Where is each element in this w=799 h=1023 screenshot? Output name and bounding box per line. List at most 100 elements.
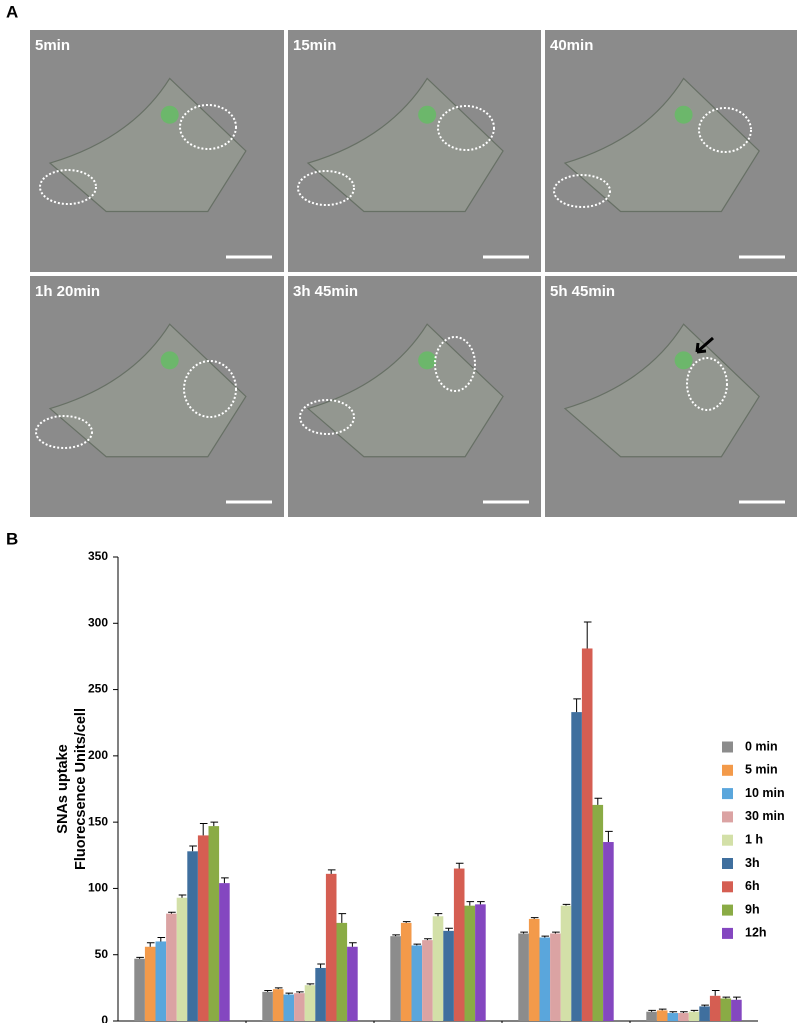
legend-swatch	[722, 741, 733, 753]
legend-label: 6h	[745, 879, 760, 893]
bar	[667, 1013, 679, 1021]
bar	[347, 946, 358, 1021]
tile-label: 1h 20min	[35, 283, 100, 300]
error-bar	[199, 822, 208, 836]
error-bar	[594, 797, 603, 805]
bar	[432, 916, 444, 1021]
bar	[272, 989, 284, 1021]
nucleus-outline	[437, 105, 495, 151]
cell-outline	[48, 77, 247, 213]
bar	[443, 930, 454, 1021]
legend-swatch	[722, 764, 733, 776]
bar	[688, 1011, 700, 1021]
legend-swatch	[722, 858, 733, 869]
error-bar	[445, 927, 453, 931]
nucleus-outline	[179, 104, 237, 150]
bar	[678, 1013, 689, 1021]
error-bar	[178, 894, 187, 898]
bar	[646, 1011, 657, 1021]
error-bar	[530, 917, 539, 919]
bar	[166, 913, 177, 1021]
bar	[560, 905, 572, 1021]
bar	[528, 918, 540, 1021]
tile-label: 5min	[35, 37, 70, 54]
bar	[400, 922, 412, 1021]
bar	[550, 933, 561, 1021]
error-bar	[648, 1009, 656, 1012]
error-bar	[285, 992, 294, 995]
nucleus-outline	[434, 336, 476, 392]
error-bar	[434, 913, 443, 917]
y-tick-label: 50	[95, 947, 109, 961]
error-bar	[210, 821, 219, 827]
legend-label: 12h	[745, 926, 767, 940]
green-signal	[418, 351, 437, 370]
error-bar	[338, 913, 347, 923]
error-bar	[701, 1004, 709, 1007]
tile-label: 40min	[550, 37, 593, 54]
y-tick-label: 200	[88, 748, 108, 762]
nucleus-outline	[299, 399, 355, 435]
bar	[539, 937, 551, 1021]
legend-swatch	[722, 811, 733, 823]
bar	[197, 835, 209, 1021]
error-bar	[413, 943, 422, 946]
green-signal	[674, 105, 693, 124]
error-bar	[306, 983, 315, 986]
error-bar	[402, 921, 411, 923]
bar	[699, 1006, 710, 1021]
legend-label: 5 min	[745, 763, 778, 777]
legend-swatch	[722, 904, 733, 916]
bar	[422, 940, 433, 1021]
bar	[720, 998, 732, 1021]
nucleus-outline	[183, 360, 237, 418]
bar	[134, 958, 145, 1021]
error-bar	[583, 621, 592, 649]
bar	[176, 897, 188, 1021]
legend-label: 1 h	[745, 832, 763, 846]
error-bar	[658, 1008, 667, 1011]
tile-label: 3h 45min	[293, 283, 358, 300]
bar	[294, 993, 305, 1021]
error-bar	[168, 911, 176, 914]
legend-swatch	[722, 881, 733, 893]
error-bar	[317, 963, 325, 968]
bar	[581, 648, 593, 1021]
error-bar	[562, 903, 571, 906]
error-bar	[477, 901, 485, 905]
bar	[283, 994, 295, 1021]
bar	[315, 967, 326, 1021]
bar	[262, 991, 273, 1021]
tile-label: 5h 45min	[550, 283, 615, 300]
error-bar	[466, 901, 475, 906]
bar	[475, 904, 486, 1021]
error-bar	[541, 935, 550, 938]
nucleus-outline	[297, 170, 355, 206]
y-tick-label: 0	[101, 1013, 108, 1023]
error-bar	[424, 938, 432, 941]
bar	[453, 868, 465, 1021]
green-signal	[418, 105, 437, 124]
green-signal	[160, 351, 179, 370]
error-bar	[327, 869, 336, 874]
y-tick-label: 100	[88, 881, 108, 895]
cell-outline	[306, 77, 504, 213]
nucleus-outline	[553, 174, 611, 208]
error-bar	[573, 698, 581, 713]
bar	[656, 1010, 668, 1021]
panel-letter: B	[6, 529, 18, 548]
bar	[208, 826, 220, 1021]
error-bar	[605, 830, 613, 843]
y-axis-label: SNAs uptake	[55, 744, 71, 833]
error-bar	[221, 877, 229, 884]
error-bar	[146, 942, 155, 947]
error-bar	[274, 987, 283, 990]
error-bar	[392, 934, 400, 937]
error-bar	[552, 931, 560, 934]
bar	[518, 933, 529, 1021]
error-bar	[189, 845, 197, 852]
y-axis-label: Fluorecsence Units/cell	[73, 708, 89, 870]
legend-label: 9h	[745, 902, 760, 916]
bar	[219, 883, 230, 1021]
